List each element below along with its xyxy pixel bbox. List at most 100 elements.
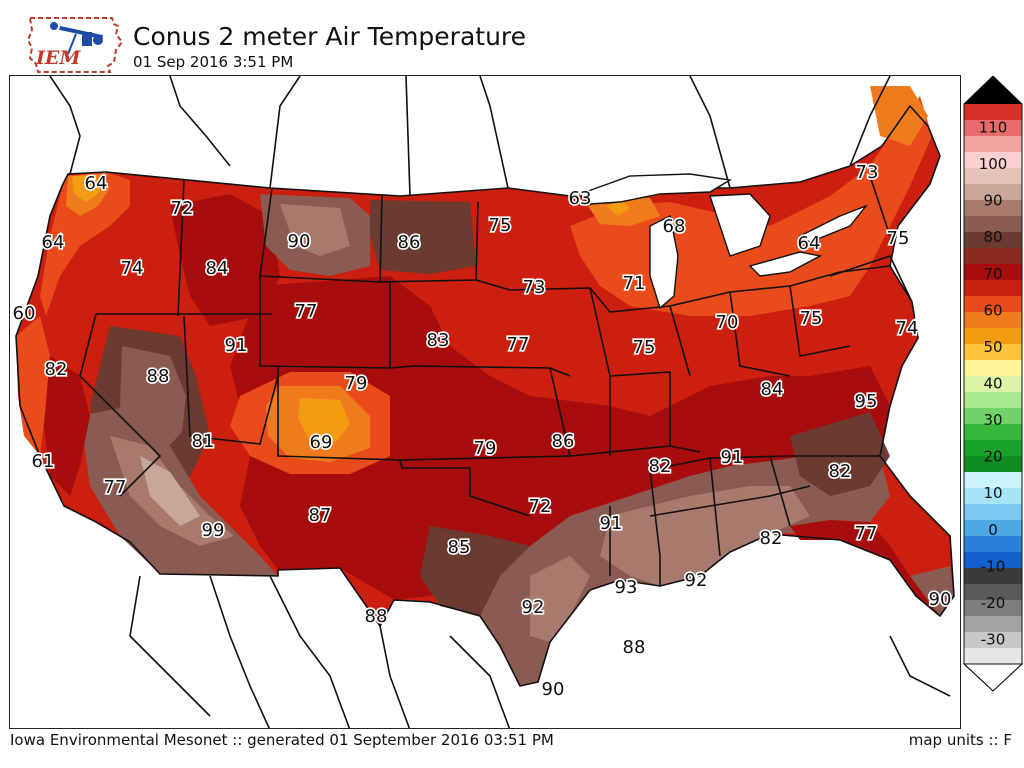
colorbar-tick-label: 100 (979, 155, 1008, 173)
colorbar-tick-label: 70 (983, 265, 1002, 283)
station-label: 60 (13, 303, 36, 324)
colorbar-band (964, 104, 1022, 121)
station-label: 63 (569, 188, 592, 209)
colorbar-band (964, 120, 1022, 137)
station-label: 73 (856, 162, 879, 183)
station-label: 90 (929, 589, 952, 610)
station-label: 93 (615, 577, 638, 598)
map-timestamp: 01 Sep 2016 3:51 PM (133, 53, 294, 71)
colorbar-tick-label: -20 (981, 594, 1006, 612)
station-label: 84 (206, 258, 229, 279)
station-label: 92 (522, 597, 545, 618)
colorbar-outline (963, 75, 1023, 692)
colorbar-band (964, 616, 1022, 633)
colorbar-band (964, 600, 1022, 617)
colorbar-band (964, 648, 1022, 665)
station-label: 72 (171, 198, 194, 219)
station-label: 64 (42, 232, 65, 253)
map-units: map units :: F (908, 731, 1012, 749)
station-label: 74 (121, 258, 144, 279)
station-label: 82 (45, 359, 68, 380)
station-labels: 64 72 64 74 84 90 86 75 63 68 73 75 60 7… (11, 160, 953, 701)
station-label: 81 (192, 431, 215, 452)
colorbar-band (964, 472, 1022, 489)
colorbar-band (964, 376, 1022, 393)
station-label: 88 (147, 366, 170, 387)
station-label: 79 (345, 373, 368, 394)
station-label: 92 (685, 570, 708, 591)
colorbar-tick-label: 90 (983, 192, 1002, 210)
station-label: 90 (288, 231, 311, 252)
station-label: 72 (529, 496, 552, 517)
colorbar-tick-label: 50 (983, 338, 1002, 356)
station-label: 85 (448, 537, 471, 558)
colorbar-band (964, 520, 1022, 537)
colorbar-band (964, 408, 1022, 425)
colorbar-band (964, 168, 1022, 185)
colorbar-max-extend (964, 76, 1022, 104)
colorbar-band (964, 632, 1022, 649)
colorbar-tick-label: -10 (981, 557, 1006, 575)
station-label: 83 (427, 330, 450, 351)
colorbar-min-extend (962, 663, 1024, 692)
colorbar-band (964, 456, 1022, 473)
station-label: 90 (542, 679, 565, 700)
colorbar-band (964, 312, 1022, 329)
station-label: 61 (32, 451, 55, 472)
station-label: 77 (855, 523, 878, 544)
colorbar-band (964, 584, 1022, 601)
station-label: 75 (887, 228, 910, 249)
station-label: 75 (800, 308, 823, 329)
station-label: 75 (633, 337, 656, 358)
station-label: 77 (104, 477, 127, 498)
colorbar-tick-label: 60 (983, 301, 1002, 319)
colorbar-band (964, 328, 1022, 345)
station-label: 99 (202, 520, 225, 541)
colorbar-tick-label: 30 (983, 411, 1002, 429)
station-label: 88 (623, 637, 646, 658)
station-label: 86 (398, 232, 421, 253)
colorbar-band (964, 248, 1022, 265)
colorbar-tick-label: 110 (979, 119, 1008, 137)
colorbar-band (964, 152, 1022, 169)
temperature-fill (16, 86, 954, 686)
colorbar-band (964, 184, 1022, 201)
colorbar-tick-label: 0 (988, 521, 998, 539)
colorbar-band (964, 424, 1022, 441)
state-borders (15, 76, 955, 728)
iem-logo: IEM (24, 14, 124, 76)
station-label: 71 (623, 273, 646, 294)
station-label: 86 (552, 431, 575, 452)
colorbar-band (964, 536, 1022, 553)
svg-text:IEM: IEM (35, 47, 81, 69)
colorbar-band (964, 264, 1022, 281)
colorbar-band (964, 200, 1022, 217)
map-title: Conus 2 meter Air Temperature (133, 22, 527, 51)
station-label: 77 (295, 301, 318, 322)
station-label: 77 (507, 334, 530, 355)
colorbar-tick-label: -30 (981, 631, 1006, 649)
station-label: 64 (798, 233, 821, 254)
temperature-colorbar: 110 100 90 80 70 60 50 40 30 20 10 0 -10 -20 -30 (962, 75, 1024, 692)
station-label: 87 (309, 505, 332, 526)
station-label: 79 (474, 438, 497, 459)
station-label: 82 (649, 456, 672, 477)
colorbar-band (964, 392, 1022, 409)
colorbar-band (964, 488, 1022, 505)
great-lakes (578, 173, 869, 310)
station-label: 75 (489, 215, 512, 236)
station-label: 73 (523, 277, 546, 298)
station-label: 64 (85, 173, 108, 194)
colorbar-band (964, 504, 1022, 521)
station-label: 91 (721, 447, 744, 468)
station-label: 69 (310, 432, 333, 453)
station-label: 82 (829, 461, 852, 482)
logo-text: IEM (35, 47, 81, 69)
colorbar-band (964, 552, 1022, 569)
colorbar-band (964, 568, 1022, 585)
colorbar-band (964, 136, 1022, 153)
station-label: 95 (855, 391, 878, 412)
colorbar-band (964, 296, 1022, 313)
temperature-map: 64 72 64 74 84 90 86 75 63 68 73 75 60 7… (9, 75, 961, 729)
station-label: 68 (663, 216, 686, 237)
